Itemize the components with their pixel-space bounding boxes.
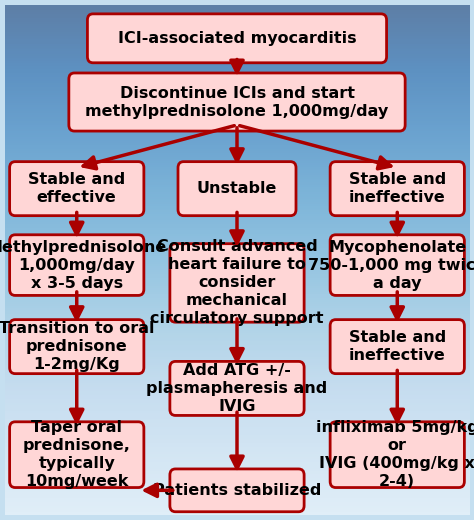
FancyBboxPatch shape xyxy=(330,235,465,295)
FancyBboxPatch shape xyxy=(330,422,465,488)
FancyBboxPatch shape xyxy=(9,162,144,216)
FancyBboxPatch shape xyxy=(9,422,144,488)
Text: Patients stabilized: Patients stabilized xyxy=(153,483,321,498)
Text: Methylprednisolone
1,000mg/day
x 3-5 days: Methylprednisolone 1,000mg/day x 3-5 day… xyxy=(0,240,167,291)
Text: Unstable: Unstable xyxy=(197,181,277,196)
Text: Stable and
ineffective: Stable and ineffective xyxy=(349,330,446,363)
Text: Stable and
ineffective: Stable and ineffective xyxy=(349,172,446,205)
Text: Mycophenolate
750-1,000 mg twice
a day: Mycophenolate 750-1,000 mg twice a day xyxy=(308,240,474,291)
Text: Consult advanced
heart failure to
consider
mechanical
circulatory support: Consult advanced heart failure to consid… xyxy=(150,239,324,327)
FancyBboxPatch shape xyxy=(69,73,405,131)
FancyBboxPatch shape xyxy=(170,244,304,322)
FancyBboxPatch shape xyxy=(170,469,304,512)
FancyBboxPatch shape xyxy=(87,14,387,63)
FancyBboxPatch shape xyxy=(178,162,296,216)
Text: Transition to oral
prednisone
1-2mg/Kg: Transition to oral prednisone 1-2mg/Kg xyxy=(0,321,155,372)
Text: infliximab 5mg/kg
or
IVIG (400mg/kg x
2-4): infliximab 5mg/kg or IVIG (400mg/kg x 2-… xyxy=(316,420,474,489)
Text: Stable and
effective: Stable and effective xyxy=(28,172,125,205)
FancyBboxPatch shape xyxy=(170,361,304,415)
Text: ICI-associated myocarditis: ICI-associated myocarditis xyxy=(118,31,356,46)
Text: Discontinue ICIs and start
methylprednisolone 1,000mg/day: Discontinue ICIs and start methylprednis… xyxy=(85,85,389,119)
Text: Taper oral
prednisone,
typically
10mg/week: Taper oral prednisone, typically 10mg/we… xyxy=(23,420,131,489)
Text: Add ATG +/-
plasmapheresis and
IVIG: Add ATG +/- plasmapheresis and IVIG xyxy=(146,363,328,414)
FancyBboxPatch shape xyxy=(330,320,465,374)
FancyBboxPatch shape xyxy=(9,235,144,295)
FancyBboxPatch shape xyxy=(330,162,465,216)
FancyBboxPatch shape xyxy=(9,320,144,374)
